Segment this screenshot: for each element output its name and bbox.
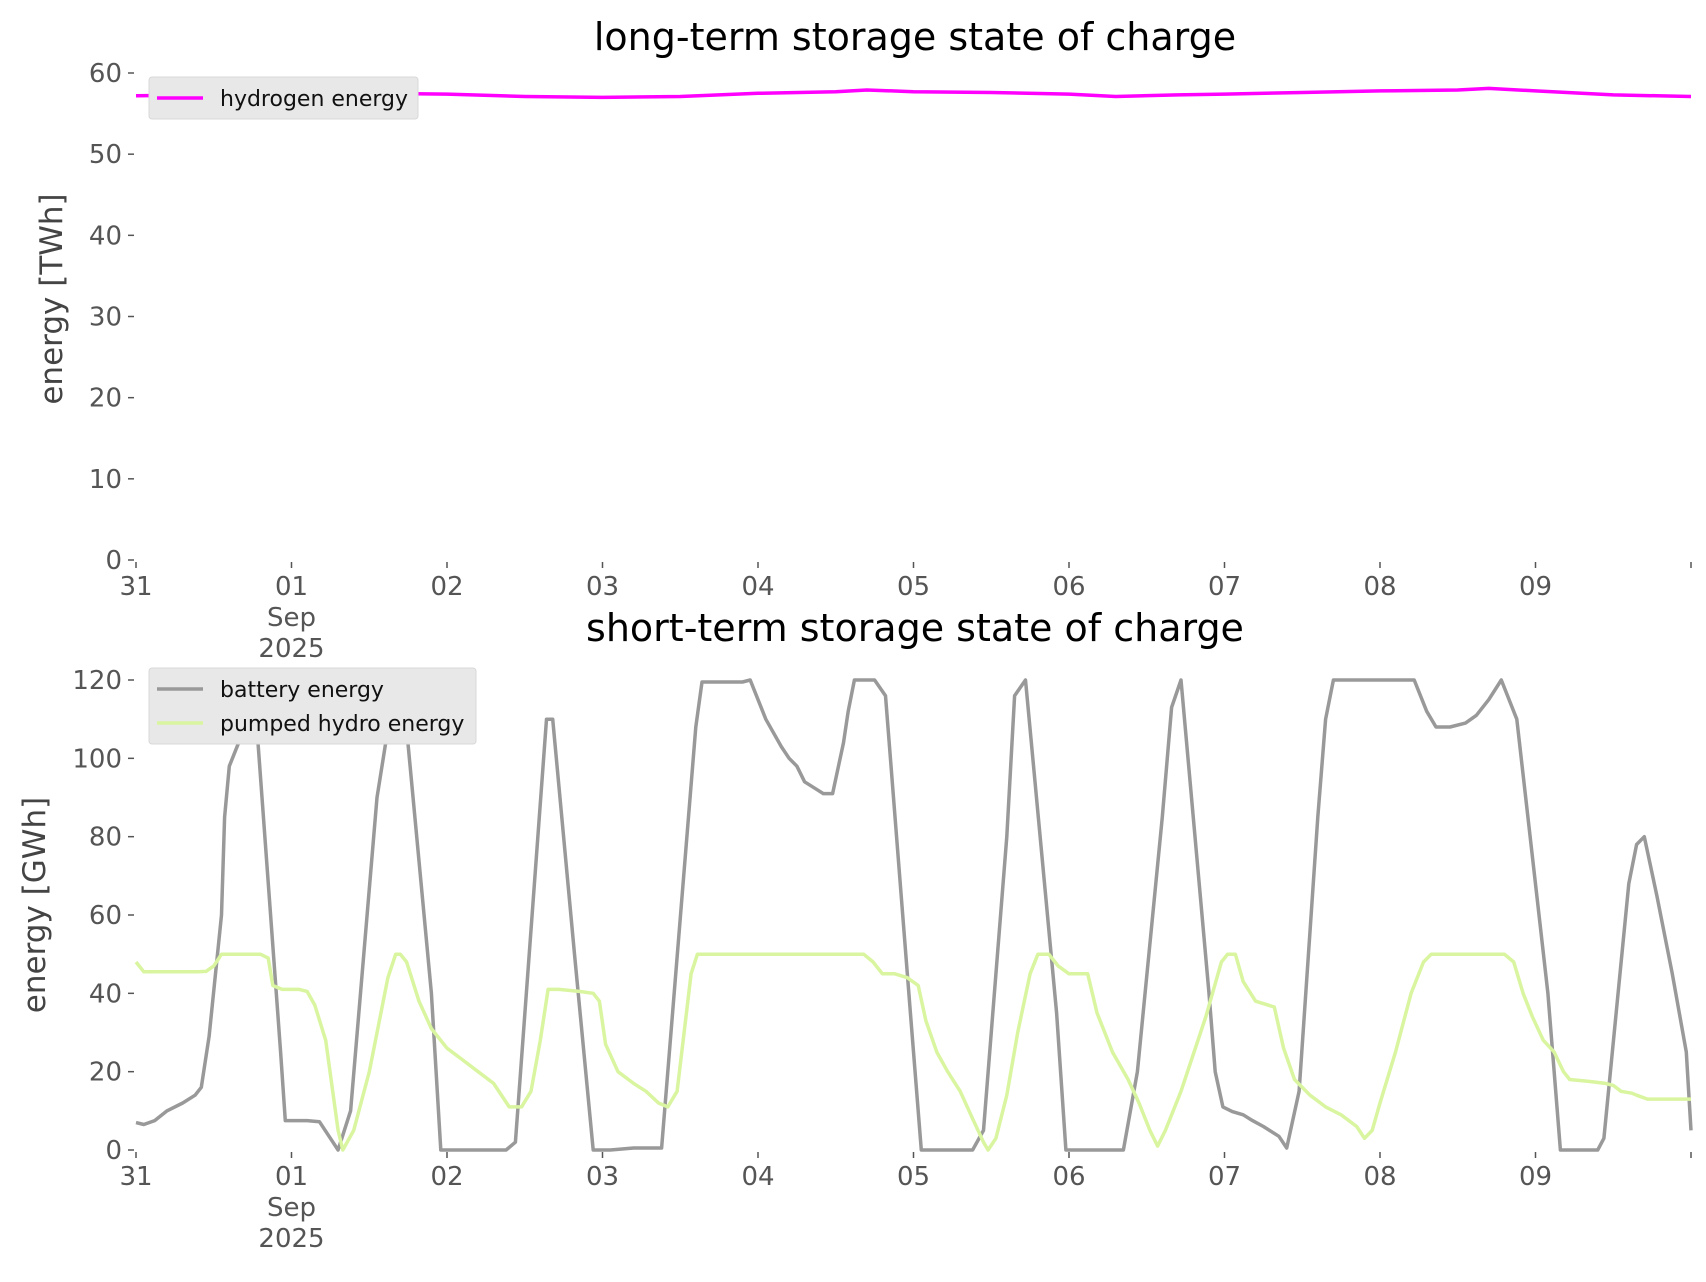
y-tick-label: 50 xyxy=(89,140,122,170)
legend-label: battery energy xyxy=(220,678,384,703)
y-tick-label: 10 xyxy=(89,465,122,495)
y-tick-label: 40 xyxy=(89,979,122,1009)
y-axis-label: energy [GWh] xyxy=(17,797,53,1013)
x-tick-label: 31 xyxy=(119,1162,152,1192)
legend-box xyxy=(148,76,419,120)
y-tick-label: 20 xyxy=(89,384,122,414)
x-tick-label: 01 Sep 2025 xyxy=(258,572,324,664)
x-tick-label: 01 Sep 2025 xyxy=(258,1162,324,1254)
series-line xyxy=(135,678,1693,1152)
series-line xyxy=(134,952,1691,1152)
x-tick-label: 02 xyxy=(430,1162,463,1192)
x-tick-label: 06 xyxy=(1052,572,1085,602)
long-term-storage-panel: long-term storage state of charge energy… xyxy=(34,15,1692,664)
y-tick-label: 60 xyxy=(89,59,122,89)
x-tick-label: 04 xyxy=(741,1162,774,1192)
x-tick-label: 05 xyxy=(897,1162,930,1192)
x-tick-label: 07 xyxy=(1208,1162,1241,1192)
y-tick-label: 40 xyxy=(89,221,122,251)
y-tick-label: 60 xyxy=(89,901,122,931)
legend-label: hydrogen energy xyxy=(220,87,408,112)
legend-box xyxy=(148,667,477,745)
x-tick-label: 03 xyxy=(586,1162,619,1192)
x-tick-label: 08 xyxy=(1363,1162,1396,1192)
x-tick-label: 08 xyxy=(1363,572,1396,602)
y-tick-label: 100 xyxy=(72,744,122,774)
y-axis-label: energy [TWh] xyxy=(34,193,70,404)
x-tick-label: 31 xyxy=(119,572,152,602)
y-tick-label: 30 xyxy=(89,303,122,333)
legend: hydrogen energy xyxy=(148,76,419,120)
x-tick-label: 03 xyxy=(586,572,619,602)
series-line xyxy=(135,86,1692,100)
chart-title: short-term storage state of charge xyxy=(586,606,1244,650)
y-tick-label: 120 xyxy=(72,666,122,696)
x-tick-label: 09 xyxy=(1519,1162,1552,1192)
x-tick-label: 07 xyxy=(1208,572,1241,602)
x-tick-label: 06 xyxy=(1052,1162,1085,1192)
y-tick-label: 20 xyxy=(89,1058,122,1088)
x-tick-label: 02 xyxy=(430,572,463,602)
y-tick-label: 80 xyxy=(89,823,122,853)
chart-title: long-term storage state of charge xyxy=(594,15,1236,59)
legend-label: pumped hydro energy xyxy=(220,712,464,737)
y-tick-label: 0 xyxy=(105,1136,122,1166)
short-term-storage-panel: short-term storage state of charge energ… xyxy=(17,606,1693,1254)
y-tick-label: 0 xyxy=(105,546,122,576)
x-tick-label: 04 xyxy=(741,572,774,602)
x-tick-label: 05 xyxy=(897,572,930,602)
x-tick-label: 09 xyxy=(1519,572,1552,602)
legend: battery energy pumped hydro energy xyxy=(148,667,477,745)
